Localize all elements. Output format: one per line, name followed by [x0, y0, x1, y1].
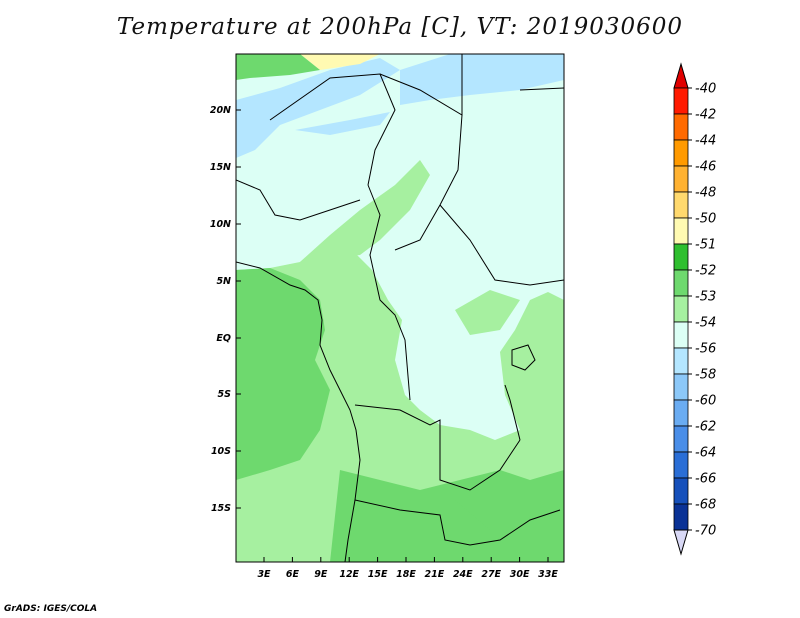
lon-label: 33E [538, 569, 558, 580]
colorbar-label: -42 [695, 108, 716, 123]
colorbar-label: -53 [695, 290, 716, 305]
colorbar-segment [673, 243, 689, 271]
colorbar-label: -50 [695, 212, 716, 227]
field-green-patch-east [455, 290, 520, 335]
colorbar-segment [673, 113, 689, 141]
colorbar-segment [673, 269, 689, 297]
lon-label: 30E [510, 569, 530, 580]
field-light-blue-streak [295, 112, 390, 135]
lon-label: 9E [314, 569, 328, 580]
colorbar-segment [673, 217, 689, 245]
lat-label: 20N [210, 105, 231, 116]
axis-ticks [236, 109, 549, 562]
colorbar-segment [673, 139, 689, 167]
lon-label: 12E [339, 569, 359, 580]
border-north-2 [379, 54, 463, 116]
colorbar-label: -54 [695, 316, 716, 331]
colorbar-segment [673, 347, 689, 375]
longitude-labels: 3E 6E 9E 12E 15E 18E 21E 24E 27E 30E 33E [257, 569, 558, 580]
lon-label: 27E [481, 569, 501, 580]
lon-label: 3E [257, 569, 271, 580]
colorbar-label: -56 [695, 342, 716, 357]
lat-label: EQ [216, 333, 231, 344]
colorbar-segment [673, 191, 689, 219]
lon-label: 18E [396, 569, 416, 580]
lon-label: 24E [453, 569, 473, 580]
lat-label: 10S [211, 446, 231, 457]
field-light-blue-nw [236, 58, 400, 158]
map-title: Temperature at 200hPa [C], VT: 201903060… [116, 14, 684, 40]
field-green-west [236, 268, 330, 480]
colorbar-label: -66 [695, 472, 716, 487]
lon-label: 21E [425, 569, 445, 580]
borders [236, 54, 564, 562]
border-central-1 [367, 184, 411, 401]
field-pale-cyan [236, 54, 564, 440]
colorbar-segment [673, 503, 689, 531]
colorbar-segment [673, 321, 689, 349]
map-frame [235, 53, 565, 563]
colorbar-segment [673, 425, 689, 453]
colorbar-segment [673, 165, 689, 193]
lake-tanganyika [504, 384, 521, 441]
colorbar-label: -70 [695, 524, 716, 539]
colorbar-bottom-arrow [673, 529, 689, 556]
colorbar-label: -62 [695, 420, 716, 435]
colorbar-segment [673, 477, 689, 505]
border-central-2 [439, 204, 564, 286]
colorbar-label: -40 [695, 82, 716, 97]
colorbar-label: -48 [695, 186, 716, 201]
latitude-labels: 20N 15N 10N 5N EQ 5S 10S 15S [210, 105, 231, 514]
colorbar-label: -44 [695, 134, 716, 149]
border-east [519, 87, 564, 91]
border-west-africa [236, 179, 361, 221]
colorbar-segment [673, 295, 689, 323]
colorbar-label: -64 [695, 446, 716, 461]
credit-label: GrADS: IGES/COLA [4, 604, 98, 614]
field-light-blue-ne [400, 54, 564, 105]
field-strong-green [236, 54, 320, 80]
lat-label: 15N [210, 162, 231, 173]
lon-label: 15E [368, 569, 388, 580]
field-green-tongue [300, 160, 430, 262]
border-south [354, 499, 561, 546]
colorbar-label: -58 [695, 368, 716, 383]
lat-label: 10N [210, 219, 231, 230]
lon-label: 6E [286, 569, 300, 580]
lat-label: 15S [211, 503, 231, 514]
colorbar: -40 -42 -44 -46 -48 -50 -51 -52 -53 -54 -56 -58 -60 -… [673, 62, 716, 556]
colorbar-label: -46 [695, 160, 716, 175]
colorbar-segment [673, 373, 689, 401]
colorbar-label: -51 [695, 238, 716, 253]
colorbar-segment [673, 451, 689, 479]
colorbar-label: -68 [695, 498, 716, 513]
temperature-field [236, 54, 564, 562]
lat-label: 5S [218, 389, 232, 400]
colorbar-label: -60 [695, 394, 716, 409]
coastline-west [236, 261, 361, 562]
colorbar-segment [673, 399, 689, 427]
lat-label: 5N [216, 276, 231, 287]
field-yellow [300, 54, 380, 70]
field-green-southeast [455, 485, 560, 535]
lake-victoria [511, 344, 536, 371]
border-north-1 [269, 73, 396, 186]
colorbar-segment [673, 87, 689, 115]
border-congo [354, 404, 521, 491]
colorbar-label: -52 [695, 264, 716, 279]
colorbar-top-arrow [673, 62, 689, 89]
